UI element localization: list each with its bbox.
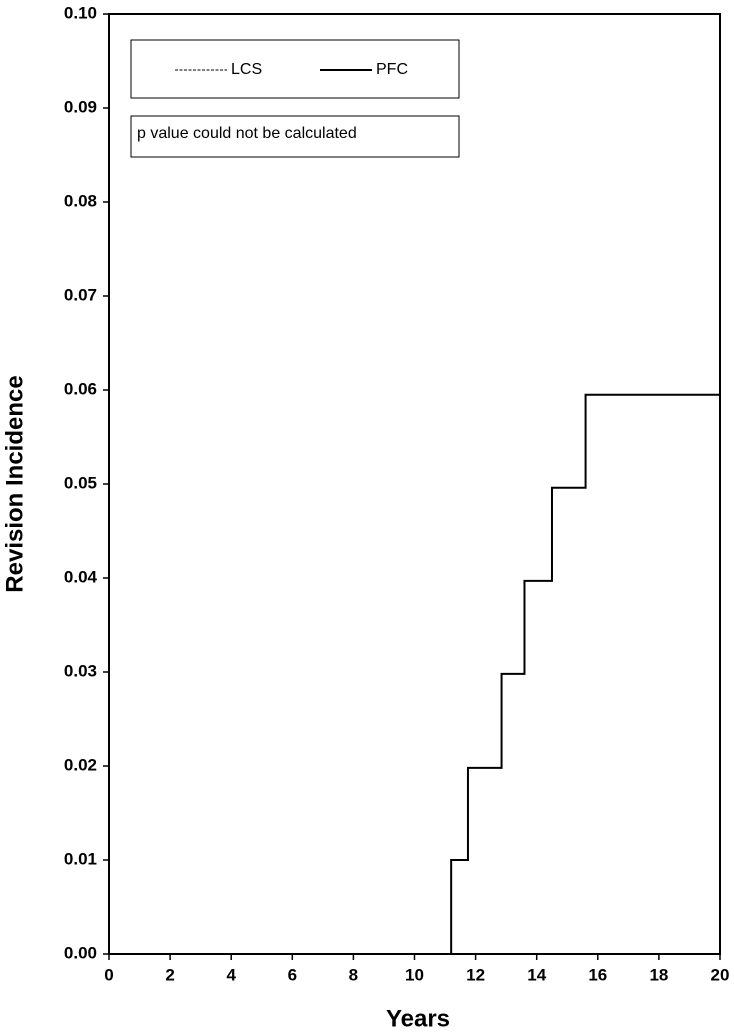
legend-label: LCS xyxy=(231,61,262,78)
y-tick-label: 0.04 xyxy=(64,567,98,586)
annotation-box xyxy=(130,115,460,158)
y-tick-label: 0.08 xyxy=(64,191,97,210)
y-tick-label: 0.01 xyxy=(64,849,97,868)
y-tick-label: 0.06 xyxy=(64,379,97,398)
x-tick-label: 4 xyxy=(226,965,236,984)
x-tick-label: 18 xyxy=(649,965,668,984)
x-tick-label: 10 xyxy=(405,965,424,984)
y-tick-label: 0.03 xyxy=(64,661,97,680)
annotation: p value could not be calculated xyxy=(137,125,357,142)
y-axis-title: Revision Incidence xyxy=(1,375,28,592)
line-series xyxy=(450,393,720,954)
x-axis-title: Years xyxy=(386,1005,450,1032)
y-tick-label: 0.07 xyxy=(64,285,97,304)
y-tick-label: 0.00 xyxy=(64,943,97,962)
x-tick-label: 12 xyxy=(466,965,485,984)
y-tick-label: 0.10 xyxy=(64,3,97,22)
x-tick-label: 20 xyxy=(711,965,730,984)
x-tick-label: 2 xyxy=(165,965,174,984)
x-tick-label: 16 xyxy=(588,965,607,984)
legend-box xyxy=(130,39,460,99)
x-tick-label: 14 xyxy=(527,965,546,984)
y-tick-label: 0.05 xyxy=(64,473,97,492)
legend-label: PFC xyxy=(376,61,408,78)
y-tick-label: 0.09 xyxy=(64,97,97,116)
x-tick-label: 0 xyxy=(104,965,113,984)
x-tick-label: 8 xyxy=(349,965,358,984)
x-tick-label: 6 xyxy=(288,965,297,984)
y-tick-label: 0.02 xyxy=(64,755,97,774)
